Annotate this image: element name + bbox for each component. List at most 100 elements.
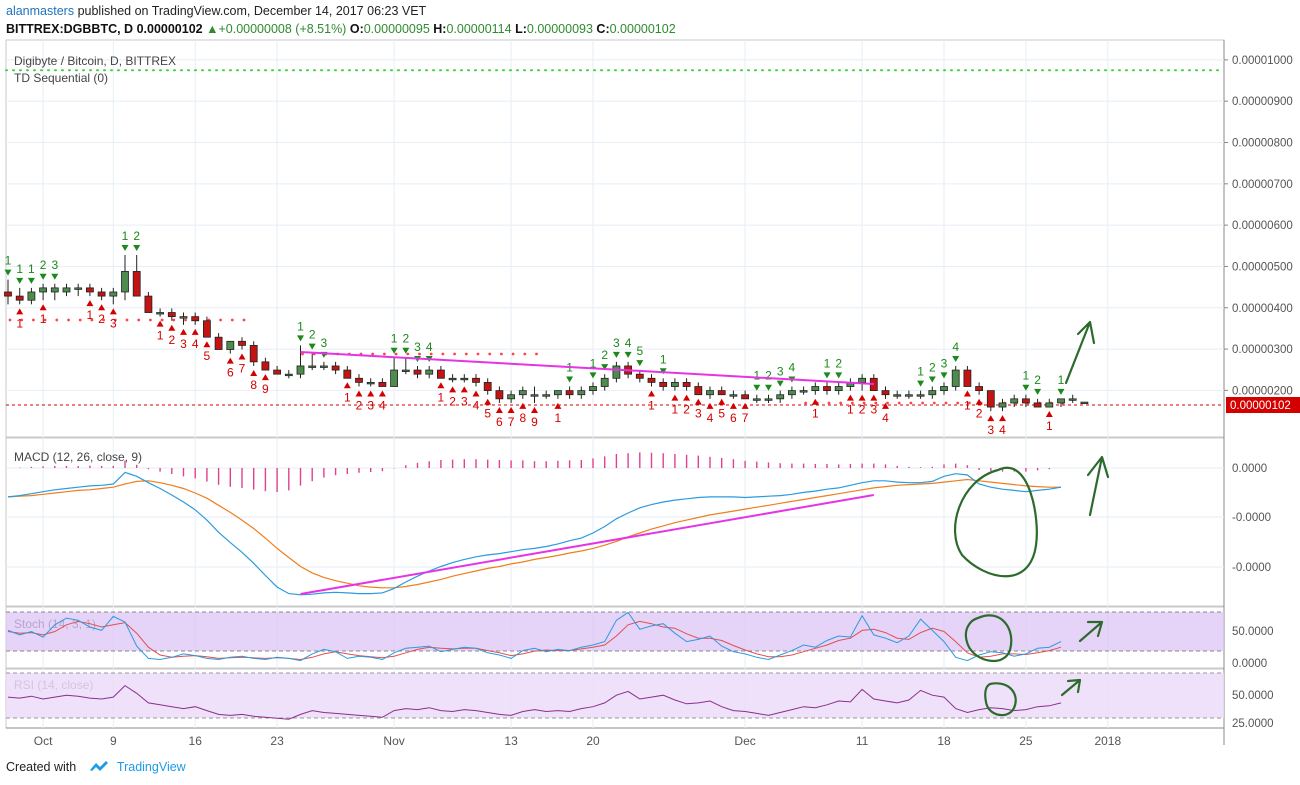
candle-body [4,291,12,297]
y-tick-label: 0.00000700 [1232,179,1293,191]
td-level-dot [371,352,375,356]
td-sell-count: 2 [859,403,866,417]
y-tick-label: 0.00000600 [1232,220,1293,232]
macd-y-tick-label: 0.0000 [1232,463,1267,475]
td-sell-count: 1 [438,390,445,404]
td-buy-arrow [624,351,632,358]
candle-body [495,390,504,400]
high-label: H: [433,22,447,36]
last-price: 0.00000102 [136,22,203,36]
td-level-dot [184,318,187,322]
candle-body [671,381,679,387]
td-level-dot [839,401,843,405]
circle-annotation [964,614,1013,663]
td-sell-count: 7 [742,411,749,425]
td-sell-arrow [343,382,351,389]
td-sell-arrow [472,390,480,397]
td-level-dot [535,352,538,356]
chart-canvas[interactable]: Oct 9 16 23 Nov 13 20 Dec 11 18 25 20180.000010000.… [0,38,1300,758]
td-sell-arrow [238,353,246,360]
td-buy-arrow [636,360,644,367]
td-sell-count: 1 [648,399,655,413]
publisher-link[interactable]: alanmasters [6,4,75,18]
candle-body [741,394,749,400]
td-sell-arrow [519,402,527,409]
candle-body [518,390,527,396]
td-buy-arrow [566,376,574,383]
td-level-dot [429,352,433,356]
td-buy-count: 1 [297,319,304,333]
td-sell-count: 8 [519,411,526,425]
td-level-dot [418,352,421,356]
candle-body [986,390,995,408]
stoch-y-tick-label: 0.0000 [1232,658,1267,670]
up-arrow-icon: ▲ [206,22,219,36]
candle-body [144,295,153,313]
footer: Created with TradingView [6,760,186,775]
td-buy-count: 2 [601,348,608,362]
candle-body [881,390,890,396]
td-sell-arrow [355,390,363,397]
td-buy-count: 2 [309,328,316,342]
candle-body [565,390,574,396]
td-buy-arrow [601,364,609,371]
td-sell-count: 4 [707,411,714,425]
td-level-dot [55,318,59,322]
y-tick-label: 0.00000400 [1232,303,1293,315]
candle-body [507,394,516,400]
td-sell-count: 5 [204,349,211,363]
td-buy-arrow [121,245,129,251]
td-level-dot [464,352,468,356]
candle-body [460,377,469,381]
td-sell-count: 1 [812,407,819,421]
td-buy-arrow [1057,388,1065,395]
macd-line [7,471,1062,596]
macd-signal-line [7,478,1061,589]
td-buy-count: 1 [1023,369,1030,383]
candle-body [331,365,340,371]
candle-body [600,377,609,387]
x-tick-label: 20 [586,734,600,748]
td-sell-count: 6 [227,366,234,380]
td-level-dot [67,318,70,322]
macd-y-tick-label: -0.0000 [1232,512,1271,524]
candle-body [1080,401,1089,405]
candle-body [355,377,363,383]
td-sell-count: 3 [987,423,994,437]
td-level-dot [453,352,456,356]
td-level-dot [383,352,386,356]
td-buy-count: 4 [952,340,959,354]
td-sell-arrow [168,324,176,331]
td-sell-count: 5 [718,407,725,421]
td-level-dot [113,318,117,322]
td-sell-arrow [648,390,655,397]
td-sell-count: 2 [168,333,175,347]
td-sell-count: 3 [180,337,187,351]
td-buy-count: 1 [917,365,924,379]
td-buy-arrow [952,355,960,362]
td-sell-arrow [531,406,538,413]
tradingview-logo-icon [88,760,110,775]
y-tick-label: 0.00001000 [1232,55,1293,67]
candle-body [1022,398,1030,404]
candle-body [764,398,773,401]
low-value: 0.00000093 [526,22,593,36]
rsi-line [7,684,1062,720]
candle-body [577,390,586,396]
circle-annotation [984,682,1017,717]
candle-body [893,394,902,397]
td-sell-arrow [16,308,24,315]
td-sell-count: 4 [473,399,480,413]
x-tick-label: 13 [504,734,518,748]
candle-body [132,271,141,297]
candle-body [401,369,410,372]
td-buy-count: 1 [28,262,35,276]
candle-body [97,291,106,297]
tradingview-link[interactable]: TradingView [116,760,186,774]
candle-body [378,381,387,387]
td-sell-count: 9 [262,382,269,396]
candle-body [788,390,796,396]
circle-annotation [954,466,1038,578]
td-buy-count: 1 [824,356,831,370]
high-value: 0.00000114 [446,22,512,36]
